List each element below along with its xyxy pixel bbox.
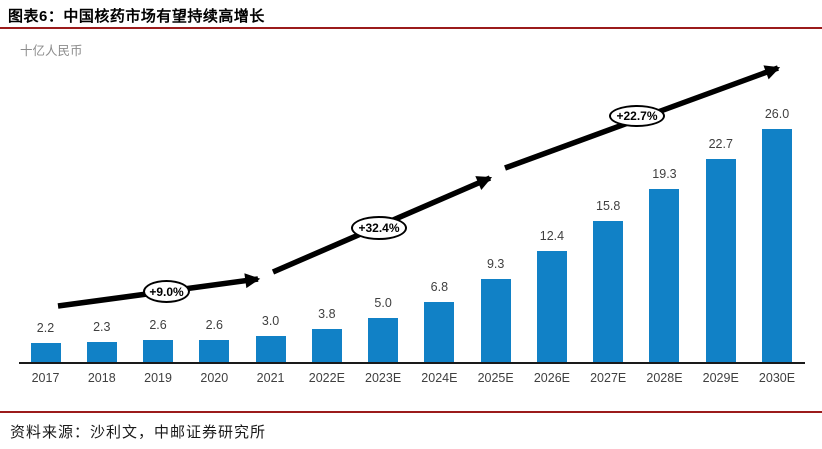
bar-2020: [199, 340, 230, 363]
x-tick-label-2028E: 2028E: [646, 371, 683, 385]
bar-2029E: [705, 159, 736, 363]
growth-annotation-badge-3: +22.7%: [609, 105, 665, 127]
value-label-2028E: 19.3: [652, 167, 677, 181]
bar-2022E: [311, 329, 342, 363]
value-label-2017: 2.2: [36, 321, 55, 335]
x-tick-label-2019: 2019: [144, 371, 172, 385]
growth-annotation-badge-2: +32.4%: [351, 216, 407, 240]
bar-2025E: [480, 279, 511, 363]
x-tick-label-2021: 2021: [256, 371, 285, 385]
x-tick-label-2022E: 2022E: [308, 371, 345, 385]
bottom-divider-line: [0, 411, 822, 413]
bar-2019: [143, 340, 174, 363]
value-label-2024E: 6.8: [430, 280, 449, 294]
value-label-2026E: 12.4: [539, 229, 565, 243]
value-label-2030E: 26.0: [764, 107, 790, 121]
x-tick-label-2020: 2020: [200, 371, 229, 385]
bar-2018: [86, 342, 117, 363]
source-note: 资料来源：沙利文，中邮证券研究所: [10, 425, 267, 441]
growth-annotation-badge-1: +9.0%: [143, 280, 190, 303]
x-tick-label-2017: 2017: [31, 371, 60, 385]
x-tick-label-2023E: 2023E: [365, 371, 402, 385]
bar-2026E: [536, 251, 567, 363]
value-label-2027E: 15.8: [596, 199, 621, 213]
value-label-2022E: 3.8: [318, 307, 336, 321]
bar-2030E: [762, 129, 792, 363]
x-tick-label-2025E: 2025E: [477, 371, 514, 385]
bar-2017: [30, 343, 61, 363]
value-label-2029E: 22.7: [708, 137, 733, 151]
x-tick-label-2027E: 2027E: [590, 371, 627, 385]
x-tick-label-2026E: 2026E: [533, 371, 570, 385]
bar-2024E: [424, 302, 455, 363]
value-label-2019: 2.6: [149, 318, 167, 332]
x-tick-label-2024E: 2024E: [421, 371, 458, 385]
top-divider-line: [0, 27, 822, 29]
value-label-2018: 2.3: [93, 320, 111, 334]
bar-2023E: [368, 318, 399, 363]
x-tick-label-2029E: 2029E: [702, 371, 739, 385]
figure-title: 图表6：中国核药市场有望持续高增长: [8, 8, 265, 25]
value-label-2021: 3.0: [261, 314, 280, 328]
bar-2021: [255, 336, 286, 363]
value-label-2020: 2.6: [205, 318, 223, 332]
value-label-2023E: 5.0: [374, 296, 392, 310]
value-label-2025E: 9.3: [486, 257, 505, 271]
y-axis-unit-label: 十亿人民币: [20, 44, 83, 58]
x-tick-label-2018: 2018: [87, 371, 116, 385]
bar-2028E: [649, 189, 680, 363]
bar-2027E: [593, 221, 624, 363]
x-tick-label-2030E: 2030E: [758, 371, 796, 385]
x-axis-line: [19, 362, 805, 364]
